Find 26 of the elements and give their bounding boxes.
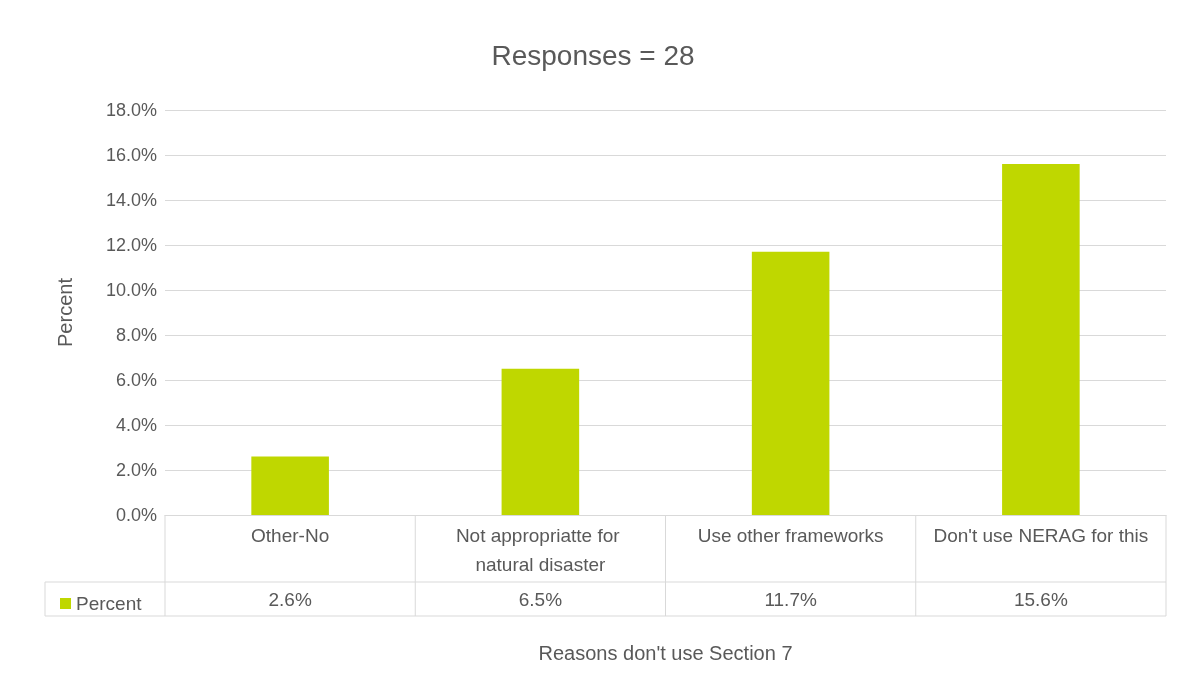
- y-tick-label: 12.0%: [105, 235, 157, 255]
- x-tick-label: Don't use NERAG for this: [933, 525, 1149, 546]
- y-tick-label: 2.0%: [115, 460, 157, 480]
- y-tick-label: 10.0%: [105, 280, 157, 300]
- x-tick-label: Not appropriatte for natural disaster: [455, 525, 625, 575]
- y-tick-label: 4.0%: [115, 415, 157, 435]
- x-tick-label: Other-No: [251, 525, 330, 546]
- x-tick-label: Use other frameworks: [697, 525, 884, 546]
- y-tick-label: 18.0%: [105, 100, 157, 120]
- bar: [1002, 164, 1080, 515]
- y-axis-title: Percent: [54, 277, 76, 347]
- y-tick-label: 0.0%: [115, 505, 157, 525]
- bar: [251, 456, 329, 515]
- data-label: 11.7%: [764, 588, 817, 610]
- data-label: 6.5%: [518, 588, 563, 610]
- legend-label: Percent: [76, 593, 143, 614]
- bar: [501, 368, 580, 515]
- bar: [751, 251, 830, 515]
- y-tick-label: 6.0%: [115, 370, 157, 390]
- data-label: 15.6%: [1013, 588, 1068, 610]
- data-label: 2.6%: [268, 588, 312, 610]
- chart-title: Responses = 28: [491, 39, 695, 71]
- x-axis-title: Reasons don't use Section 7: [538, 642, 793, 664]
- y-tick-label: 16.0%: [105, 145, 157, 165]
- y-tick-label: 14.0%: [105, 190, 157, 210]
- y-tick-label: 8.0%: [115, 325, 157, 345]
